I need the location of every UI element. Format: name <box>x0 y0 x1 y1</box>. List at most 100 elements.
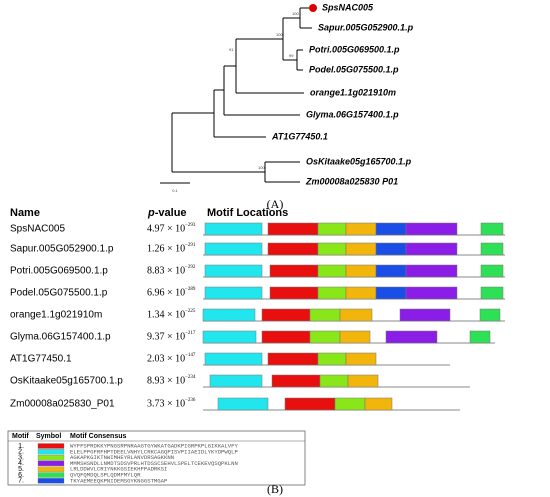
motif-consensus: QVQFQMDQLSPLQDMFMYLQR <box>70 471 141 478</box>
motif-block <box>317 242 347 256</box>
p-exponent: −291 <box>185 243 196 248</box>
panel-label: (A) <box>267 197 284 211</box>
motif-block <box>399 308 451 322</box>
leaf-label: Potri.005G069500.1.p <box>309 44 400 54</box>
motif-block <box>375 242 407 256</box>
motif-consensus: AGKAPKGIKTNWIMHEYRLANVDRSAGKKNN <box>70 454 174 461</box>
motif-block <box>317 222 347 236</box>
motif-block <box>317 352 347 366</box>
motif-block <box>204 222 263 236</box>
motif-symbol <box>37 460 65 467</box>
p-mantissa: 8.83 × 10 <box>147 265 185 276</box>
motif-id: 3. <box>18 454 24 461</box>
motif-block <box>209 374 263 388</box>
motif-block <box>469 330 491 344</box>
motif-id: 2. <box>18 449 24 456</box>
motif-block <box>204 242 263 256</box>
motif-block <box>339 330 371 344</box>
motif-block <box>405 222 458 236</box>
legend-header: Symbol <box>36 433 61 440</box>
motif-block <box>385 330 438 344</box>
motif-symbol <box>37 443 65 449</box>
p-mantissa: 6.96 × 10 <box>147 287 185 298</box>
leaf-label: Glyma.06G157400.1.p <box>306 109 399 119</box>
bootstrap-value: 99 <box>289 53 294 58</box>
bootstrap-value: 100 <box>276 32 283 37</box>
p-exponent: −147 <box>185 353 196 358</box>
p-exponent: −293 <box>185 223 196 228</box>
motif-consensus: ELELPPGFRFHPTDEELVNHYLCRKCAGQPISVPIIAEID… <box>70 448 238 455</box>
motif-id: 5. <box>18 466 24 473</box>
motif-symbol <box>37 454 65 461</box>
p-mantissa: 4.97 × 10 <box>147 223 185 234</box>
sequence-name: OsKitaake05g165700.1.p <box>10 376 123 387</box>
motif-block <box>375 286 407 300</box>
motif-block <box>480 264 504 278</box>
motif-block <box>375 264 407 278</box>
sequence-name: Glyma.06G157400.1.p <box>10 332 111 343</box>
motif-block <box>345 264 377 278</box>
sequence-name: Potri.005G069500.1.p <box>10 266 108 277</box>
motif-consensus: LRLDDWVLCRIYNKKGSIEKHFPADRKSI <box>70 466 167 473</box>
p-mantissa: 2.03 × 10 <box>147 353 185 364</box>
motif-block <box>364 397 393 411</box>
motif-block <box>261 308 311 322</box>
motif-block <box>261 330 311 344</box>
motif-block <box>267 242 319 256</box>
motif-block <box>334 397 366 411</box>
panel-label: (B) <box>267 482 283 496</box>
motif-block <box>405 264 458 278</box>
p-mantissa: 1.34 × 10 <box>147 309 185 320</box>
motif-block <box>480 242 504 256</box>
header-locations: Motif Locations <box>207 207 288 219</box>
motif-block <box>202 330 257 344</box>
sequence-name: Zm00008a025830_P01 <box>10 399 115 410</box>
motif-block <box>347 374 379 388</box>
sequence-name: Podel.05G075500.1.p <box>10 288 108 299</box>
motif-block <box>269 264 319 278</box>
motif-block <box>405 286 458 300</box>
motif-symbol <box>37 478 65 484</box>
leaf-label: Zm00008a025830 P01 <box>305 176 398 186</box>
p-exponent: −217 <box>185 331 196 336</box>
leaf-label: OsKitaake05g165700.1.p <box>306 156 412 166</box>
motif-id: 7. <box>18 478 24 485</box>
motif-block <box>345 352 377 366</box>
motif-block <box>480 222 504 236</box>
motif-block <box>309 308 341 322</box>
tree-branches <box>171 7 313 183</box>
leaf-label: AT1G77450.1 <box>271 131 328 141</box>
motif-block <box>267 352 319 366</box>
bootstrap-value: 91 <box>229 47 234 52</box>
motif-block <box>345 286 377 300</box>
motif-id: 6. <box>18 472 24 479</box>
motif-block <box>480 286 504 300</box>
p-mantissa: 3.73 × 10 <box>147 398 185 409</box>
legend-header: Motif <box>12 433 29 440</box>
motif-block <box>345 242 377 256</box>
motif-block <box>204 264 263 278</box>
leaf-label: Sapur.005G052900.1.p <box>318 22 414 32</box>
motif-block <box>309 330 341 344</box>
leaf-label: orange1.1g021910m <box>310 87 396 97</box>
motif-symbol <box>37 472 65 478</box>
motif-block <box>339 308 373 322</box>
motif-block <box>375 222 407 236</box>
motif-block <box>319 374 349 388</box>
sequence-name: SpsNAC005 <box>10 224 65 235</box>
motif-block <box>269 286 319 300</box>
motif-block <box>405 242 458 256</box>
legend-header: Motif Consensus <box>70 433 126 440</box>
sequence-name: AT1G77450.1 <box>10 354 72 365</box>
p-mantissa: 1.26 × 10 <box>147 243 185 254</box>
p-mantissa: 8.93 × 10 <box>147 375 185 386</box>
bootstrap-value: 100 <box>258 165 265 170</box>
p-exponent: −234 <box>185 375 196 380</box>
scale-label: 0.1 <box>172 188 178 193</box>
motif-block <box>267 222 319 236</box>
p-exponent: −236 <box>185 398 196 403</box>
highlight-dot <box>309 4 317 12</box>
bootstrap-value: 100 <box>292 11 299 16</box>
phylogenetic-tree <box>160 7 313 184</box>
